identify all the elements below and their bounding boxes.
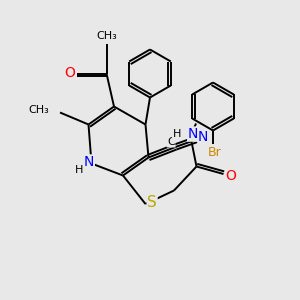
Text: O: O <box>226 169 236 182</box>
Text: N: N <box>198 130 208 144</box>
Text: C: C <box>167 137 175 147</box>
Text: Br: Br <box>208 146 221 159</box>
Text: S: S <box>147 195 157 210</box>
Text: N: N <box>188 127 198 141</box>
Text: CH₃: CH₃ <box>29 105 50 115</box>
Text: N: N <box>84 155 94 169</box>
Text: H: H <box>75 165 83 175</box>
Text: O: O <box>64 66 75 80</box>
Text: CH₃: CH₃ <box>97 31 118 41</box>
Text: H: H <box>172 129 181 139</box>
